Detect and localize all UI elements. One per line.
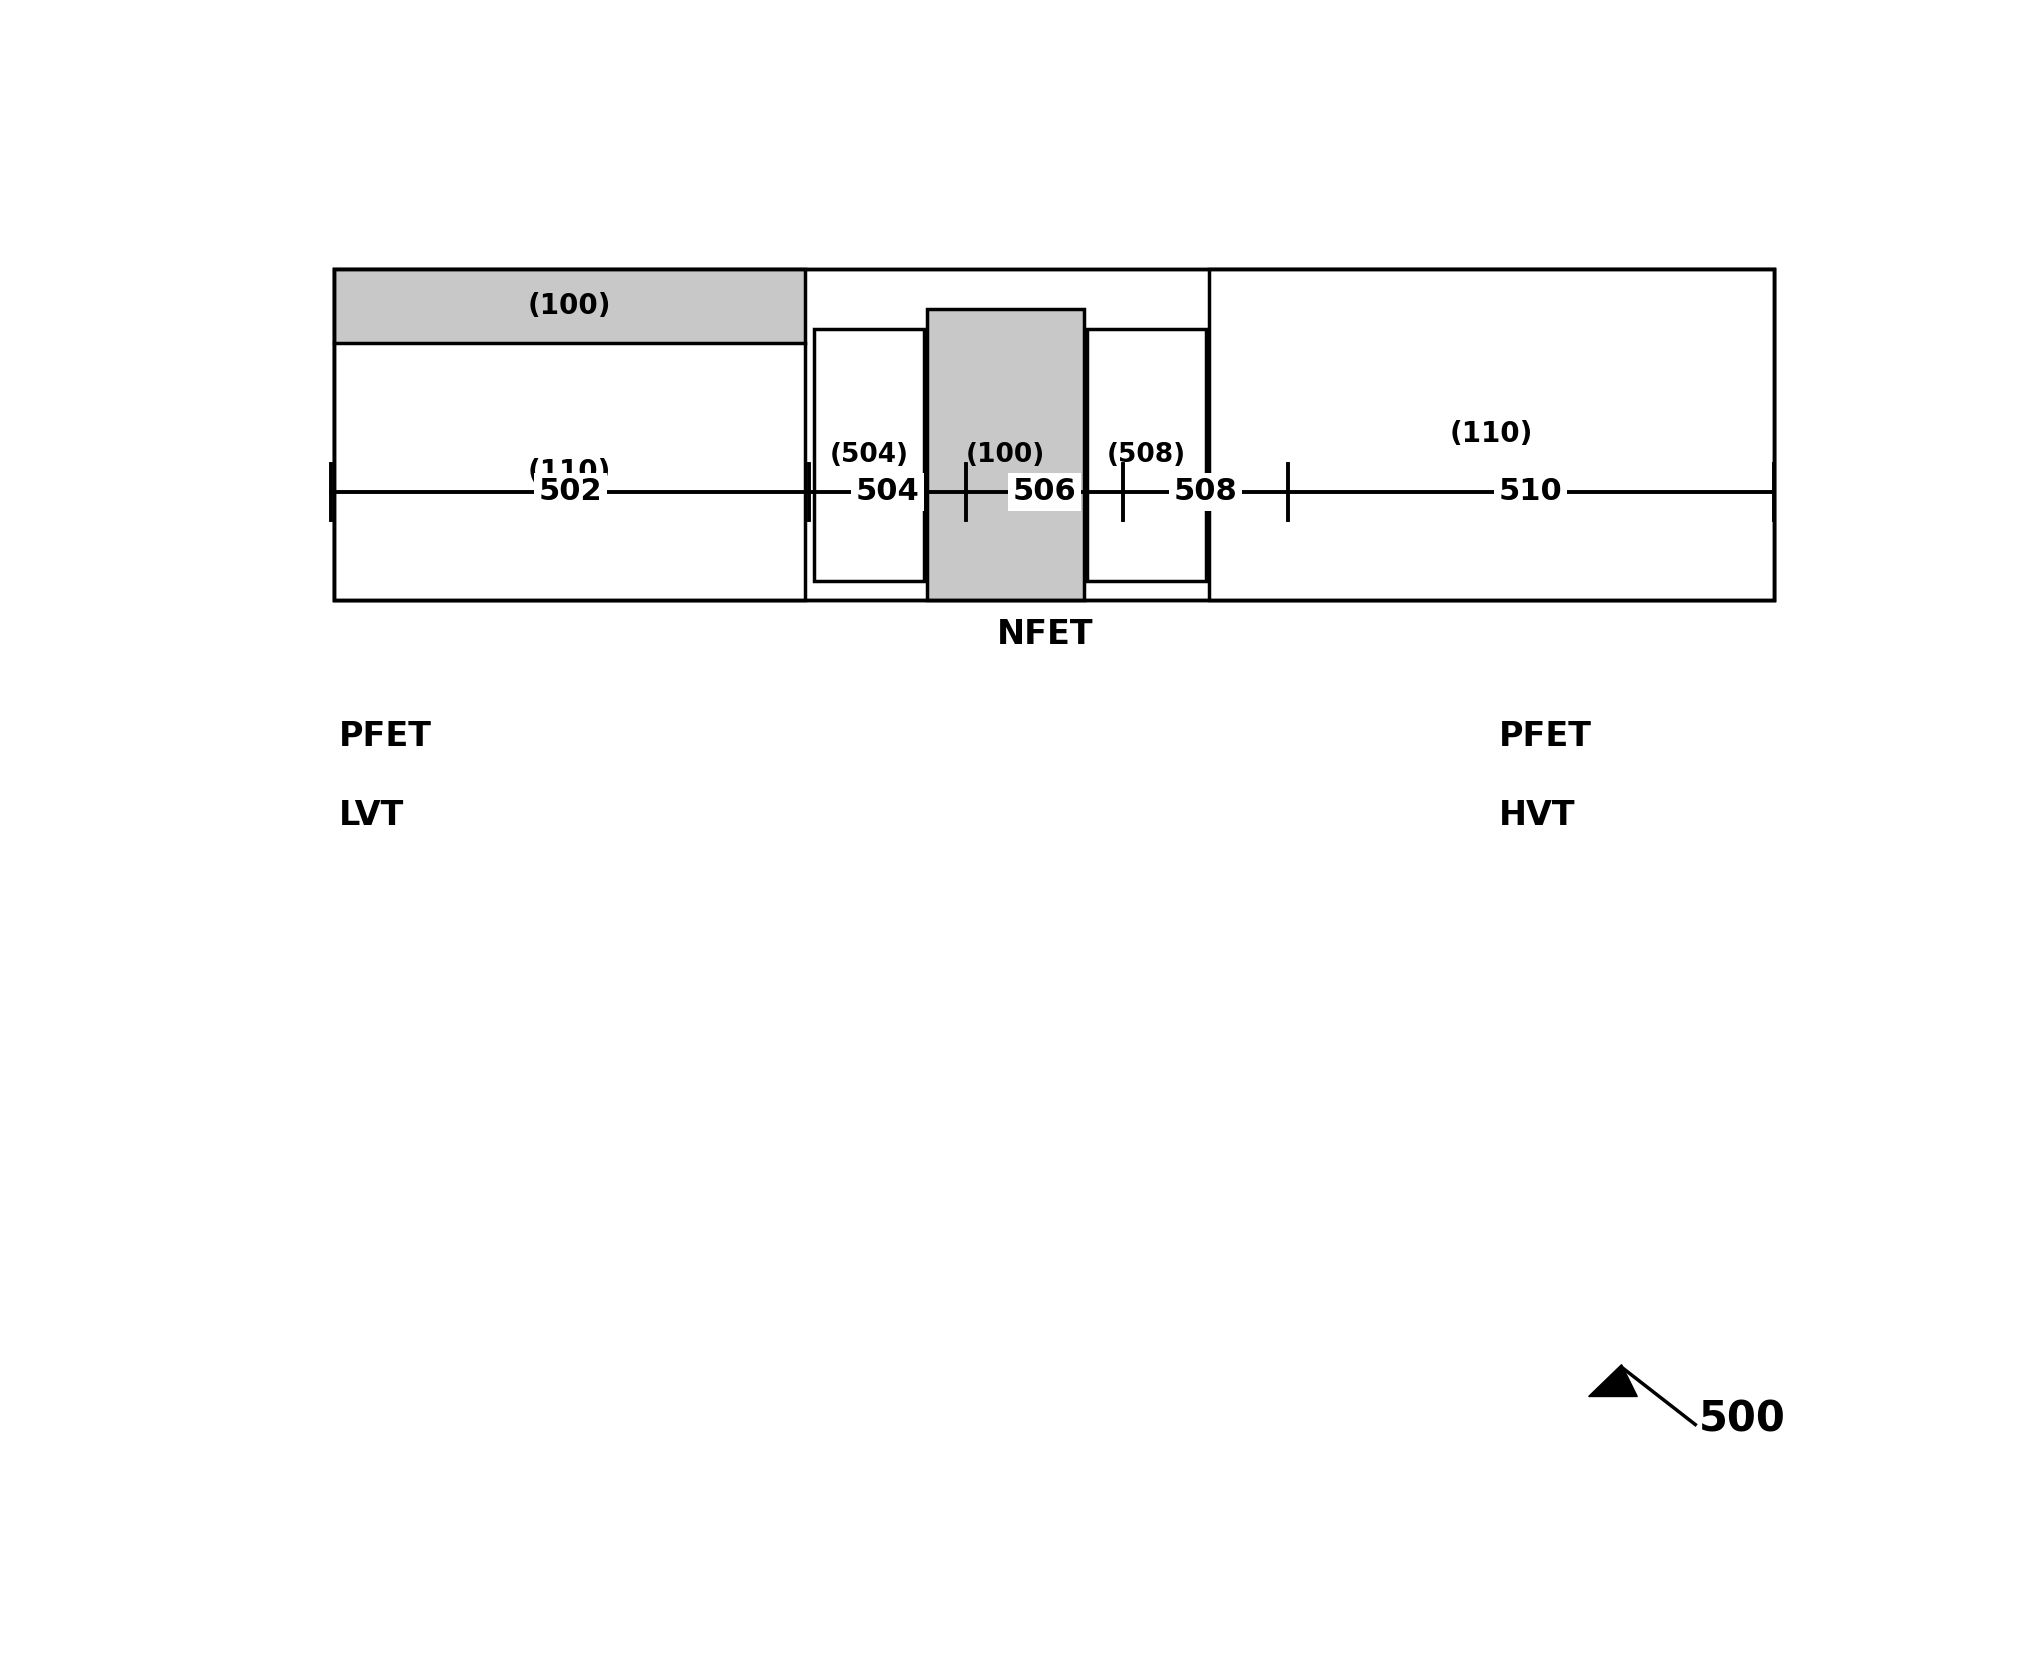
Text: (100): (100) xyxy=(528,291,611,319)
Text: (110): (110) xyxy=(528,458,611,485)
Text: PFET: PFET xyxy=(1499,720,1592,753)
Bar xyxy=(1086,329,1206,581)
Text: (110): (110) xyxy=(1450,420,1533,449)
Text: NFET: NFET xyxy=(997,617,1092,650)
Bar xyxy=(927,309,1084,601)
Text: 500: 500 xyxy=(1699,1398,1784,1440)
Text: 506: 506 xyxy=(1014,477,1076,506)
Text: 508: 508 xyxy=(1173,477,1238,506)
Polygon shape xyxy=(1588,1365,1637,1397)
Text: 504: 504 xyxy=(856,477,920,506)
Text: HVT: HVT xyxy=(1499,799,1576,832)
Text: 510: 510 xyxy=(1499,477,1562,506)
Text: LVT: LVT xyxy=(340,799,405,832)
Bar xyxy=(334,268,805,601)
Text: PFET: PFET xyxy=(340,720,433,753)
Text: (508): (508) xyxy=(1107,442,1185,468)
Text: (504): (504) xyxy=(829,442,908,468)
Bar xyxy=(334,268,805,343)
Bar xyxy=(334,268,1774,601)
Bar xyxy=(813,329,925,581)
Text: 502: 502 xyxy=(538,477,603,506)
Text: (100): (100) xyxy=(965,442,1046,468)
Bar xyxy=(1210,268,1774,601)
Bar xyxy=(334,343,805,601)
Bar xyxy=(334,268,1774,601)
